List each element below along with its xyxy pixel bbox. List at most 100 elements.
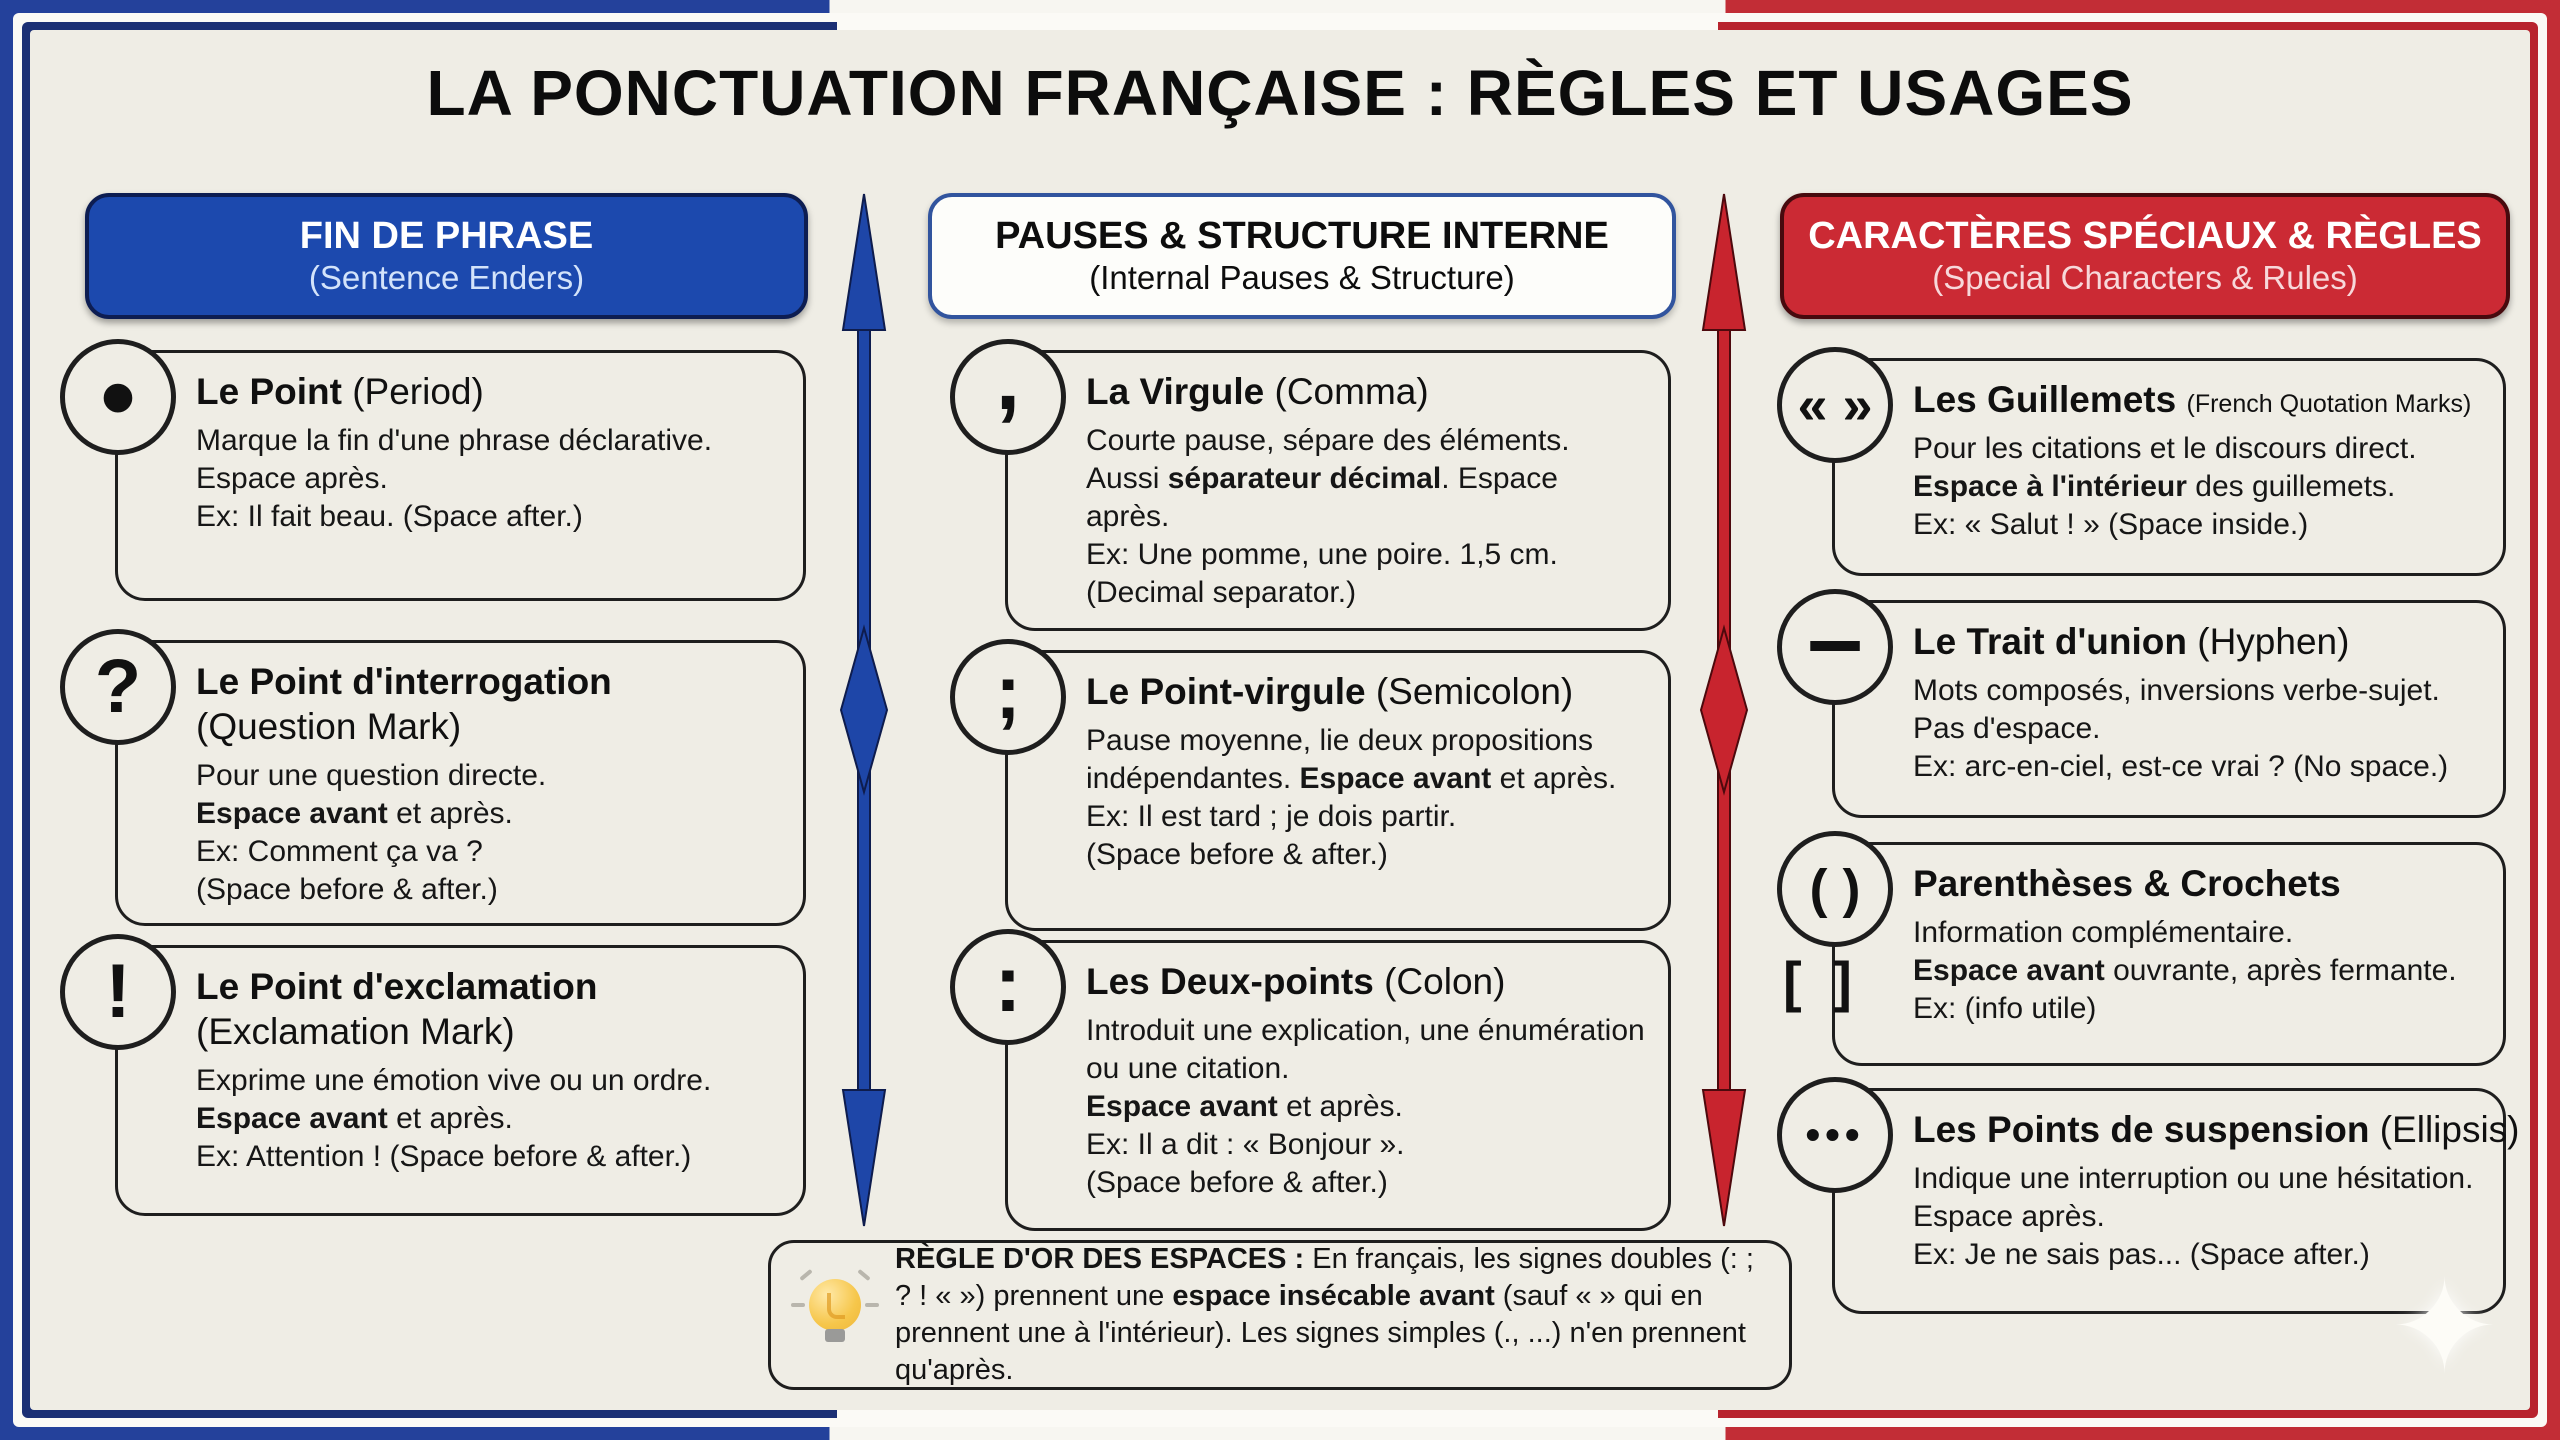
card-description: Marque la fin d'une phrase déclarative. E…	[196, 422, 781, 536]
ellipsis-icon: •••	[1805, 1111, 1865, 1158]
card-description-line: Espace avant et après.	[1086, 1090, 1403, 1124]
card-description-line: Aussi séparateur décimal. Espace après.	[1086, 462, 1558, 534]
punctuation-symbol-badge: ,	[950, 335, 1066, 455]
card-title: Le Point d'exclamation (Exclamation Mark…	[196, 964, 781, 1054]
punctuation-symbol-badge: !	[60, 934, 176, 1050]
rule-card-parentheses-brackets: ( ) [ ] Parenthèses & Crochets Information …	[1777, 831, 2506, 1066]
card-description-line: Indique une interruption ou une hésitati…	[1913, 1162, 2474, 1234]
card-name-fr: Le Point d'exclamation	[196, 966, 598, 1007]
card-description-line: Pas d'espace.	[1913, 712, 2101, 746]
card-description-line: Mots composés, inversions verbe-sujet.	[1913, 674, 2440, 708]
card-description-line: Ex: arc-en-ciel, est-ce vrai ? (No space…	[1913, 750, 2449, 784]
column-header-caracteres-speciaux: CARACTÈRES SPÉCIAUX & RÈGLES (Special Ch…	[1780, 193, 2510, 319]
card-description-line: (Decimal separator.)	[1086, 576, 1357, 610]
card-description-line: Pause moyenne, lie deux propositions ind…	[1086, 724, 1617, 796]
punctuation-symbol-badge: ?	[60, 629, 176, 745]
card-name-en: (French Quotation Marks)	[2186, 390, 2472, 418]
card-name-fr: Les Deux-points	[1086, 961, 1374, 1002]
card-name-en: (Exclamation Mark)	[196, 1011, 515, 1053]
column-header-subtitle: (Internal Pauses & Structure)	[1089, 258, 1515, 296]
column-header-subtitle: (Special Characters & Rules)	[1932, 258, 2358, 296]
card-name-fr: Le Trait d'union	[1913, 621, 2187, 662]
card-title: Le Point-virgule (Semicolon)	[1086, 669, 1646, 714]
card-description: Indique une interruption ou une hésitati…	[1913, 1160, 2481, 1274]
card-description-line: Ex: Comment ça va ?	[196, 835, 483, 869]
card-description-line: Ex: Il est tard ; je dois partir.	[1086, 800, 1457, 834]
card-description-line: Pour les citations et le discours direct…	[1913, 432, 2417, 466]
card-description-line: Ex: Attention ! (Space before & after.)	[196, 1140, 692, 1174]
card-name-en: (Colon)	[1384, 961, 1506, 1002]
card-description: Courte pause, sépare des éléments. Aussi …	[1086, 422, 1646, 612]
rule-card-period: • Le Point (Period) Marque la fin d'une ph…	[60, 339, 806, 601]
card-description-line: Information complémentaire.	[1913, 916, 2294, 950]
punctuation-symbol-badge: –	[1777, 589, 1893, 705]
punctuation-symbol-badge: ;	[950, 639, 1066, 755]
card-name-en: (Comma)	[1274, 371, 1429, 412]
card-description-line: Espace après.	[196, 462, 388, 496]
card-description: Pause moyenne, lie deux propositions ind…	[1086, 722, 1646, 874]
question-mark-icon: ?	[94, 644, 142, 729]
comma-icon: ,	[995, 329, 1021, 428]
rule-card-guillemets: « » Les Guillemets (French Quotation Mark…	[1777, 347, 2506, 576]
guillemets-icon: « »	[1797, 375, 1873, 435]
card-title: Le Point (Period)	[196, 369, 781, 414]
card-description: Pour les citations et le discours direct…	[1913, 430, 2481, 544]
colon-icon: :	[994, 939, 1022, 1028]
blue-double-arrow-decoration	[834, 190, 894, 1230]
semicolon-icon: ;	[995, 650, 1021, 735]
card-description: Exprime une émotion vive ou un ordre. Esp…	[196, 1062, 781, 1176]
card-name-en: (Period)	[352, 371, 484, 412]
card-description-line: (Space before & after.)	[196, 873, 498, 907]
golden-rule-box: RÈGLE D'OR DES ESPACES : En français, le…	[768, 1240, 1792, 1390]
card-title: Le Trait d'union (Hyphen)	[1913, 619, 2481, 664]
card-title: Les Deux-points (Colon)	[1086, 959, 1646, 1004]
card-description-line: Espace avant ouvrante, après fermante.	[1913, 954, 2457, 988]
card-description-line: (Space before & after.)	[1086, 838, 1388, 872]
sparkle-icon: ✦	[2390, 1254, 2499, 1400]
column-header-title: CARACTÈRES SPÉCIAUX & RÈGLES	[1808, 215, 2482, 258]
rule-card-hyphen: – Le Trait d'union (Hyphen) Mots composés,…	[1777, 589, 2506, 818]
red-double-arrow-decoration	[1694, 190, 1754, 1230]
column-header-pauses-structure: PAUSES & STRUCTURE INTERNE (Internal Pau…	[928, 193, 1676, 319]
card-description-line: Pour une question directe.	[196, 759, 547, 793]
card-name-fr: La Virgule	[1086, 371, 1265, 412]
punctuation-symbol-badge: •	[60, 339, 176, 455]
card-name-fr: Les Guillemets	[1913, 379, 2177, 420]
card-title: La Virgule (Comma)	[1086, 369, 1646, 414]
exclamation-mark-icon: !	[105, 949, 131, 1034]
rule-card-semicolon: ; Le Point-virgule (Semicolon) Pause moyen…	[950, 639, 1671, 931]
punctuation-symbol-badge: « »	[1777, 347, 1893, 463]
column-header-title: FIN DE PHRASE	[299, 215, 594, 258]
card-title: Parenthèses & Crochets	[1913, 861, 2481, 906]
lightbulb-icon	[791, 1263, 879, 1367]
page-title: LA PONCTUATION FRANÇAISE : RÈGLES ET USA…	[426, 57, 2134, 129]
card-name-en: (Question Mark)	[196, 706, 462, 748]
column-header-subtitle: (Sentence Enders)	[308, 258, 585, 296]
rule-card-comma: , La Virgule (Comma) Courte pause, sépare …	[950, 335, 1671, 631]
card-description-line: Marque la fin d'une phrase déclarative.	[196, 424, 713, 458]
card-name-fr: Le Point d'interrogation	[196, 661, 612, 702]
card-name-en: (Ellipsis)	[2379, 1109, 2520, 1150]
card-description-line: Ex: (info utile)	[1913, 992, 2097, 1026]
card-description-line: Introduit une explication, une énumérati…	[1086, 1014, 1645, 1086]
card-title: Le Point d'interrogation (Question Mark)	[196, 659, 781, 749]
card-description-line: Espace avant et après.	[196, 1102, 513, 1136]
card-description-line: Ex: Je ne sais pas... (Space after.)	[1913, 1238, 2370, 1272]
column-header-fin-de-phrase: FIN DE PHRASE (Sentence Enders)	[85, 193, 808, 319]
rule-card-exclamation-mark: ! Le Point d'exclamation (Exclamation Mar…	[60, 934, 806, 1216]
rule-card-question-mark: ? Le Point d'interrogation (Question Mark…	[60, 629, 806, 926]
card-description: Introduit une explication, une énumérati…	[1086, 1012, 1646, 1202]
card-description-line: Ex: « Salut ! » (Space inside.)	[1913, 508, 2309, 542]
card-description-line: Ex: Une pomme, une poire. 1,5 cm.	[1086, 538, 1558, 572]
card-description-line: Espace avant et après.	[196, 797, 513, 831]
card-name-en: (Hyphen)	[2197, 621, 2350, 662]
card-description: Pour une question directe. Espace avant e…	[196, 757, 781, 909]
card-name-fr: Les Points de suspension	[1913, 1109, 2370, 1150]
card-title: Les Points de suspension (Ellipsis)	[1913, 1107, 2520, 1152]
card-name-fr: Le Point	[196, 371, 342, 412]
golden-rule-text: RÈGLE D'OR DES ESPACES : En français, le…	[895, 1243, 1754, 1386]
rule-card-ellipsis: ••• Les Points de suspension (Ellipsis) In…	[1777, 1077, 2520, 1314]
parentheses-brackets-secondary-icon: [ ]	[1783, 950, 1860, 1013]
parentheses-brackets-icon: ( )	[1809, 859, 1861, 919]
